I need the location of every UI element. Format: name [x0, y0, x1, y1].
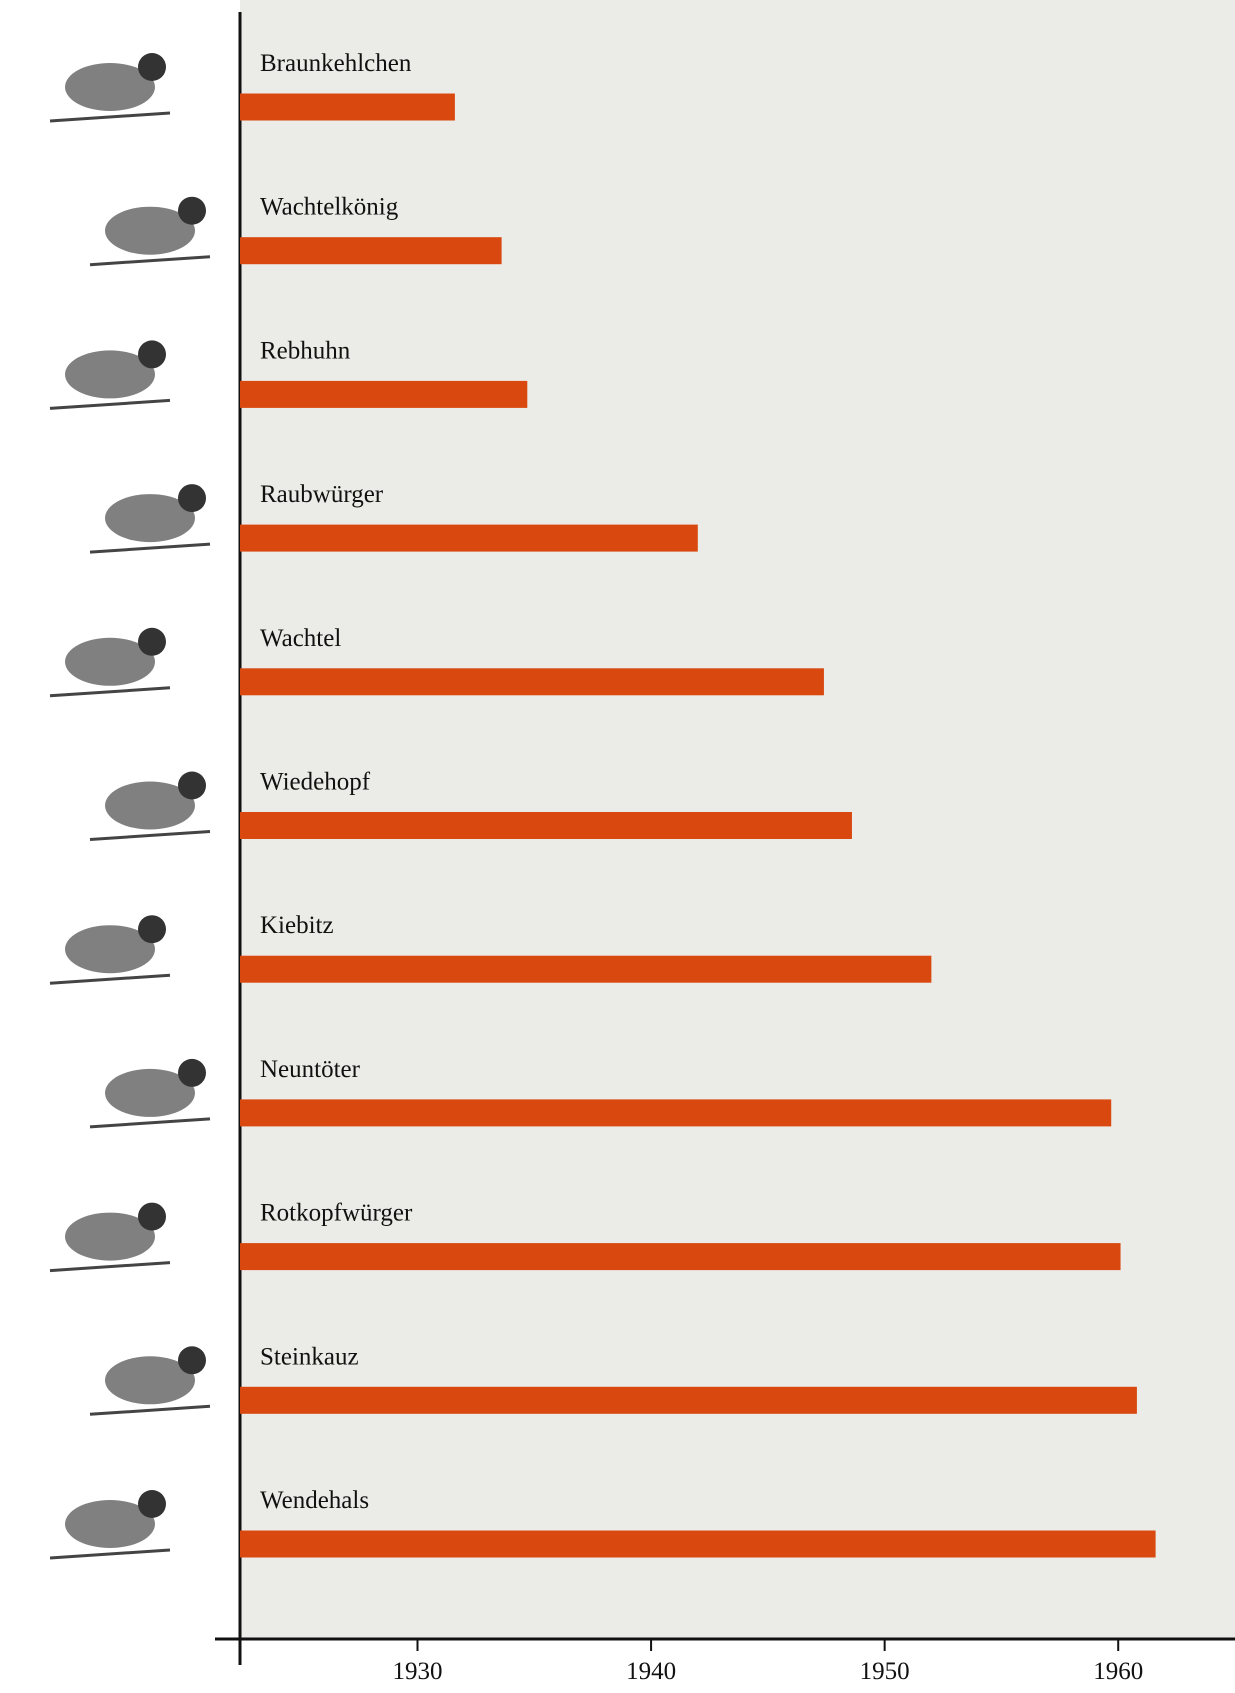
bar: [240, 1243, 1121, 1270]
bird-branch: [50, 113, 170, 121]
bird-branch: [90, 1119, 210, 1127]
category-label: Wiedehopf: [260, 769, 371, 796]
category-label: Wendehals: [260, 1487, 369, 1514]
bird-illustrations: [50, 53, 210, 1558]
bar: [240, 237, 502, 264]
page: 1930 1940 1950 1960 Braunkehlchen Wachtelköni…: [0, 0, 1235, 1693]
category-label: Kiebitz: [260, 912, 334, 939]
bird-branch: [90, 257, 210, 265]
bird-branch: [50, 688, 170, 696]
bird-head: [178, 197, 206, 225]
category-label: Rotkopfwürger: [260, 1200, 413, 1227]
category-label: Steinkauz: [260, 1343, 359, 1370]
bar: [240, 812, 852, 839]
x-tick-label: 1940: [626, 1658, 676, 1685]
x-tick-label: 1960: [1093, 1658, 1143, 1685]
bird-head: [178, 772, 206, 800]
bird-branch: [90, 1406, 210, 1414]
x-tick-label: 1950: [860, 1658, 910, 1685]
bar: [240, 956, 931, 983]
chart: 1930 1940 1950 1960 Braunkehlchen Wachtelköni…: [0, 0, 1235, 1693]
category-label: Raubwürger: [260, 481, 384, 508]
bird-branch: [90, 544, 210, 552]
bar: [240, 381, 527, 408]
bar: [240, 1531, 1156, 1558]
bird-branch: [90, 832, 210, 840]
bird-branch: [50, 1263, 170, 1271]
bird-branch: [50, 1550, 170, 1558]
bird-head: [138, 53, 166, 81]
bar: [240, 668, 824, 695]
bird-head: [138, 915, 166, 943]
category-label: Wachtelkönig: [260, 194, 399, 221]
bird-head: [138, 1490, 166, 1518]
bird-head: [138, 1203, 166, 1231]
bar: [240, 94, 455, 121]
category-label: Wachtel: [260, 625, 341, 652]
bar: [240, 525, 698, 552]
bird-branch: [50, 400, 170, 408]
bird-branch: [50, 975, 170, 983]
bird-head: [178, 1346, 206, 1374]
bird-head: [178, 484, 206, 512]
x-tick-label: 1930: [393, 1658, 443, 1685]
category-label: Braunkehlchen: [260, 50, 412, 77]
bar: [240, 1099, 1111, 1126]
bird-head: [138, 340, 166, 368]
bar: [240, 1387, 1137, 1414]
category-label: Neuntöter: [260, 1056, 361, 1083]
category-label: Rebhuhn: [260, 337, 351, 364]
bird-head: [138, 628, 166, 656]
bird-head: [178, 1059, 206, 1087]
